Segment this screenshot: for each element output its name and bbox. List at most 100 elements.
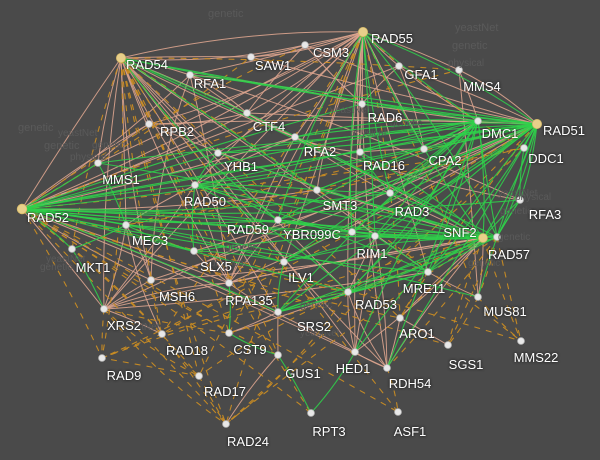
edge-orange — [477, 236, 498, 298]
graph-node-rad57[interactable] — [493, 233, 501, 241]
graph-node-rad9[interactable] — [98, 354, 106, 362]
graph-node-rad50[interactable] — [191, 181, 199, 189]
edge-green — [71, 248, 105, 310]
graph-node-gfa1[interactable] — [395, 62, 403, 70]
graph-node-rad54[interactable] — [116, 53, 127, 64]
graph-node-rfa1[interactable] — [186, 71, 194, 79]
graph-node-msh6[interactable] — [147, 276, 155, 284]
graph-node-rad24[interactable] — [222, 420, 230, 428]
graph-node-dmc1[interactable] — [474, 117, 482, 125]
graph-node-rad17[interactable] — [195, 372, 203, 380]
edge-salmon — [97, 31, 364, 164]
edge-salmon — [361, 65, 400, 105]
edge-orange — [198, 291, 349, 377]
edge-salmon — [354, 235, 376, 353]
edge-orange — [198, 375, 227, 425]
edge-green — [21, 199, 521, 214]
graph-node-ctf4[interactable] — [243, 109, 251, 117]
edge-green — [120, 57, 484, 239]
edge-salmon — [21, 31, 364, 210]
edge-salmon — [316, 31, 364, 191]
graph-node-rad53[interactable] — [344, 288, 352, 296]
edge-orange — [120, 57, 401, 319]
edge-salmon — [304, 44, 363, 105]
graph-node-mus81[interactable] — [474, 293, 482, 301]
graph-node-csm3[interactable] — [301, 41, 309, 49]
edge-green — [347, 236, 498, 293]
edge-orange — [161, 31, 364, 335]
edge-salmon — [228, 136, 296, 284]
graph-node-mms4[interactable] — [455, 66, 463, 74]
graph-node-srs2[interactable] — [274, 308, 282, 316]
edge-orange — [120, 57, 460, 71]
edge-green — [359, 151, 484, 239]
graph-node-mec3[interactable] — [122, 221, 130, 229]
edge-green — [189, 74, 538, 125]
edge-green — [277, 123, 538, 221]
graph-node-rad59[interactable] — [274, 216, 282, 224]
edge-green — [125, 224, 195, 252]
graph-node-mms22[interactable] — [517, 337, 525, 345]
edge-salmon — [316, 189, 376, 237]
graph-node-cpa2[interactable] — [420, 145, 428, 153]
edge-green — [362, 31, 484, 239]
graph-node-cst9[interactable] — [225, 329, 233, 337]
graph-node-aro1[interactable] — [396, 314, 404, 322]
edge-salmon — [193, 123, 538, 252]
graph-node-xrs2[interactable] — [100, 305, 108, 313]
edge-green — [97, 162, 127, 226]
graph-node-yhb1[interactable] — [214, 149, 222, 157]
graph-node-rdh54[interactable] — [383, 364, 391, 372]
edge-green — [283, 123, 538, 263]
graph-node-rad51[interactable] — [532, 119, 543, 130]
graph-node-rfa3[interactable] — [516, 196, 524, 204]
edge-salmon — [103, 184, 196, 310]
graph-node-rpb2[interactable] — [145, 120, 153, 128]
graph-node-smt3[interactable] — [313, 186, 321, 194]
edge-orange — [447, 236, 498, 346]
edge-orange — [21, 208, 449, 346]
edge-green — [374, 120, 479, 237]
graph-node-rad18[interactable] — [158, 330, 166, 338]
graph-node-rad3[interactable] — [386, 189, 394, 197]
edge-orange — [120, 57, 163, 335]
graph-node-sgs1[interactable] — [444, 341, 452, 349]
graph-node-mms1[interactable] — [94, 159, 102, 167]
edge-orange — [447, 237, 484, 346]
graph-node-mkt1[interactable] — [68, 245, 76, 253]
graph-node-snf2[interactable] — [478, 233, 488, 243]
graph-node-rim1[interactable] — [371, 232, 379, 240]
graph-node-rad16[interactable] — [356, 148, 364, 156]
graph-node-rad55[interactable] — [357, 26, 368, 37]
edge-orange — [21, 208, 522, 342]
edge-orange — [120, 57, 312, 414]
graph-node-ilv1[interactable] — [280, 258, 288, 266]
graph-node-asf1[interactable] — [394, 408, 402, 416]
edge-green — [482, 123, 538, 239]
graph-node-hed1[interactable] — [351, 348, 359, 356]
graph-node-rpa135[interactable] — [225, 279, 233, 287]
edge-green — [277, 219, 353, 233]
graph-node-saw1[interactable] — [247, 53, 255, 61]
edge-green — [374, 235, 429, 273]
edge-salmon — [21, 57, 122, 210]
graph-node-ddc1[interactable] — [520, 144, 528, 152]
graph-node-gus1[interactable] — [274, 351, 282, 359]
graph-node-rfa2[interactable] — [291, 133, 299, 141]
graph-node-rpt3[interactable] — [307, 409, 315, 417]
edge-group — [21, 31, 538, 425]
edge-green — [277, 120, 479, 221]
edge-green — [386, 120, 479, 369]
graph-node-slx5[interactable] — [190, 247, 198, 255]
edge-orange — [101, 57, 124, 359]
edge-orange — [101, 357, 200, 377]
graph-node-rad52[interactable] — [16, 203, 28, 215]
graph-node-rad6[interactable] — [358, 100, 366, 108]
edge-salmon — [103, 308, 163, 335]
edge-green — [427, 120, 479, 273]
graph-node-mre11[interactable] — [424, 268, 432, 276]
edge-orange — [161, 333, 200, 377]
graph-node-ybr099c[interactable] — [348, 228, 356, 236]
edge-salmon — [120, 57, 388, 369]
